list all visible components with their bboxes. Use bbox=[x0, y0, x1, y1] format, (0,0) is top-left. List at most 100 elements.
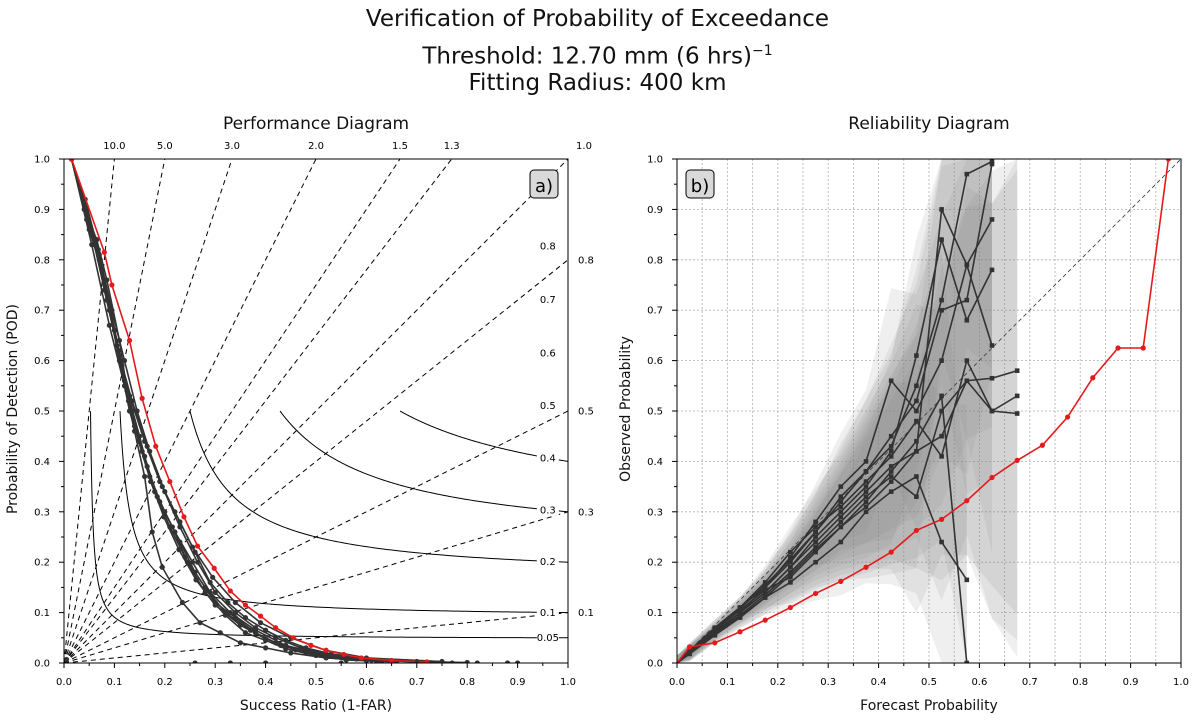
performance-diagram: 0.05 0.1 0.2 0.3 0.4 0.5 0.6 0.7 0.8 10.0 5.0 3.0 2… bbox=[34, 141, 594, 688]
reliability-series-point-0-9 bbox=[888, 549, 894, 555]
performance-stray-point-5 bbox=[378, 660, 385, 663]
bias-label-top: 3.0 bbox=[224, 141, 240, 152]
performance-x-tick-label: 0.6 bbox=[358, 677, 374, 688]
reliability-x-tick-label: 0.1 bbox=[719, 677, 735, 688]
performance-series-point-7-11 bbox=[237, 640, 243, 646]
reliability-series-point-5-5 bbox=[788, 554, 793, 560]
performance-series-point-0-7 bbox=[181, 514, 187, 520]
reliability-panel-label: b) bbox=[691, 176, 709, 197]
csi-contour-4 bbox=[399, 410, 568, 462]
performance-stray-point-2 bbox=[227, 660, 233, 663]
performance-series-point-3-11 bbox=[227, 610, 233, 616]
reliability-y-tick-label: 0.6 bbox=[647, 356, 663, 367]
reliability-series-point-8-7 bbox=[838, 519, 844, 525]
reliability-series-point-7-6 bbox=[813, 534, 818, 540]
reliability-series-point-6-14 bbox=[1014, 393, 1020, 399]
reliability-series-point-7-7 bbox=[838, 509, 844, 515]
bias-line-7 bbox=[64, 159, 317, 663]
performance-series-point-9-4 bbox=[129, 398, 135, 404]
figure-title-line2: Threshold: 12.70 mm (6 hrs)−1 bbox=[0, 36, 1195, 72]
reliability-series-point-4-6 bbox=[813, 559, 818, 565]
performance-series-point-1-17 bbox=[464, 659, 470, 663]
csi-label-bg bbox=[536, 293, 559, 306]
reliability-series-point-7-3 bbox=[737, 610, 743, 615]
reliability-series-point-10-4 bbox=[762, 595, 768, 600]
performance-series-point-0-2 bbox=[109, 282, 115, 288]
performance-series-line-9 bbox=[70, 159, 372, 661]
performance-stray-point-10 bbox=[515, 660, 521, 663]
reliability-series-point-9-9 bbox=[888, 433, 894, 439]
reliability-series-point-2-5 bbox=[788, 559, 793, 565]
reliability-series-point-10-6 bbox=[813, 547, 818, 552]
csi-contour-6 bbox=[567, 360, 568, 362]
performance-stray-point-9 bbox=[504, 660, 511, 663]
performance-stray-point-8 bbox=[474, 660, 480, 663]
reliability-uncertainty-band-8 bbox=[677, 169, 1018, 663]
reliability-series-point-1-7 bbox=[838, 514, 844, 520]
reliability-series-point-4-10 bbox=[914, 474, 919, 479]
reliability-series-point-1-8 bbox=[863, 489, 869, 494]
reliability-series-point-5-11 bbox=[939, 358, 944, 363]
reliability-plot-area bbox=[677, 159, 1181, 663]
performance-series-point-0-8 bbox=[194, 543, 201, 549]
performance-series-point-0-13 bbox=[273, 625, 279, 631]
reliability-series-point-5-6 bbox=[813, 519, 818, 525]
reliability-x-tick-label: 0.5 bbox=[921, 677, 937, 688]
reliability-series-point-7-8 bbox=[863, 484, 869, 489]
reliability-series-point-4-9 bbox=[888, 489, 894, 494]
performance-series-point-9-1 bbox=[91, 242, 97, 248]
performance-series-point-7-12 bbox=[263, 645, 269, 651]
performance-series-line-7 bbox=[70, 159, 377, 662]
reliability-series-point-0-11 bbox=[939, 516, 945, 522]
reliability-series-line-9 bbox=[677, 163, 993, 663]
performance-series-point-0-0 bbox=[68, 159, 75, 162]
csi-label: 0.6 bbox=[540, 348, 556, 359]
reliability-series-point-8-14 bbox=[1014, 411, 1020, 416]
reliability-series-point-7-5 bbox=[788, 564, 793, 570]
reliability-uncertainty-band-1 bbox=[677, 159, 1018, 663]
performance-y-tick-label: 0.1 bbox=[34, 608, 50, 619]
reliability-series-point-10-2 bbox=[712, 632, 718, 638]
performance-series-point-9-6 bbox=[159, 484, 165, 490]
csi-label-bg bbox=[536, 631, 559, 644]
reliability-panel-label-box: b) bbox=[685, 169, 715, 199]
reliability-uncertainty-band-4 bbox=[677, 359, 967, 663]
reliability-uncertainty-band-2 bbox=[677, 159, 992, 663]
reliability-diagram-title: Reliability Diagram bbox=[848, 114, 1010, 134]
performance-panel-label-background bbox=[529, 169, 559, 199]
reliability-series-point-10-5 bbox=[788, 572, 793, 578]
performance-series-line-4 bbox=[70, 159, 397, 663]
performance-series-point-9-7 bbox=[177, 524, 183, 530]
reliability-series-point-0-15 bbox=[1039, 442, 1045, 448]
reliability-series-point-1-9 bbox=[888, 464, 894, 469]
performance-x-tick-label: 0.1 bbox=[106, 677, 122, 688]
performance-x-tick-label: 0.5 bbox=[308, 677, 324, 688]
performance-series-point-3-9 bbox=[189, 559, 196, 565]
reliability-series-point-8-12 bbox=[964, 378, 970, 384]
performance-series-point-9-3 bbox=[116, 352, 123, 359]
reliability-series-point-8-6 bbox=[813, 544, 818, 550]
reliability-series-point-0-12 bbox=[964, 498, 970, 504]
reliability-series-point-1-14 bbox=[1014, 368, 1020, 373]
reliability-y-tick-label: 0.8 bbox=[647, 255, 663, 266]
reliability-series-point-0-10 bbox=[913, 527, 920, 534]
reliability-y-tick-label: 0.0 bbox=[647, 659, 663, 670]
performance-series-point-0-11 bbox=[242, 602, 249, 608]
performance-series-point-9-9 bbox=[212, 589, 218, 596]
performance-x-tick-label: 0.7 bbox=[409, 677, 425, 688]
performance-y-tick-label: 0.0 bbox=[34, 659, 50, 670]
performance-series-point-9-14 bbox=[328, 652, 334, 659]
reliability-x-tick-label: 0.7 bbox=[1022, 677, 1038, 688]
reliability-diagram: 0.0 0.1 0.2 0.3 0.4 0.5 0.6 0.7 0.8 0.9 1.0 0.0 0.1 0… bbox=[647, 155, 1189, 689]
performance-series-point-6-12 bbox=[242, 630, 249, 636]
reliability-uncertainty-band-10 bbox=[677, 251, 967, 663]
performance-series-point-6-13 bbox=[263, 637, 269, 643]
reliability-series-point-7-11 bbox=[939, 237, 944, 242]
performance-series-point-0-5 bbox=[153, 443, 159, 449]
reliability-x-tick-label: 0.9 bbox=[1123, 677, 1139, 688]
reliability-series-point-8-13 bbox=[989, 408, 995, 414]
performance-axis-ticks: 10.0 5.0 3.0 2.0 1.5 1.3 1.0 0.8 0.5 0.3 0.1 0.0 0.1… bbox=[34, 141, 594, 688]
performance-series-point-0-4 bbox=[139, 395, 145, 401]
reliability-y-tick-label: 0.1 bbox=[647, 608, 663, 619]
performance-x-tick-label: 0.8 bbox=[459, 677, 475, 688]
